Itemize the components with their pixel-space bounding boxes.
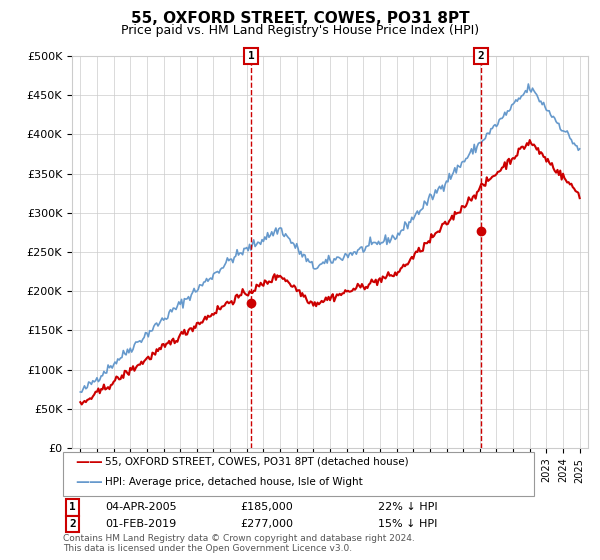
Text: 01-FEB-2019: 01-FEB-2019 xyxy=(105,519,176,529)
Text: 2: 2 xyxy=(478,51,485,61)
Text: 1: 1 xyxy=(69,502,76,512)
Text: 22% ↓ HPI: 22% ↓ HPI xyxy=(378,502,437,512)
Text: Price paid vs. HM Land Registry's House Price Index (HPI): Price paid vs. HM Land Registry's House … xyxy=(121,24,479,37)
Text: £277,000: £277,000 xyxy=(240,519,293,529)
Text: 2: 2 xyxy=(69,519,76,529)
Text: Contains HM Land Registry data © Crown copyright and database right 2024.
This d: Contains HM Land Registry data © Crown c… xyxy=(63,534,415,553)
Text: £185,000: £185,000 xyxy=(240,502,293,512)
Text: 04-APR-2005: 04-APR-2005 xyxy=(105,502,176,512)
Text: HPI: Average price, detached house, Isle of Wight: HPI: Average price, detached house, Isle… xyxy=(105,477,363,487)
Text: ——: —— xyxy=(75,475,103,488)
Text: 1: 1 xyxy=(248,51,254,61)
Text: 55, OXFORD STREET, COWES, PO31 8PT (detached house): 55, OXFORD STREET, COWES, PO31 8PT (deta… xyxy=(105,457,409,467)
Text: ——: —— xyxy=(75,455,103,469)
Text: 15% ↓ HPI: 15% ↓ HPI xyxy=(378,519,437,529)
Text: 55, OXFORD STREET, COWES, PO31 8PT: 55, OXFORD STREET, COWES, PO31 8PT xyxy=(131,11,469,26)
